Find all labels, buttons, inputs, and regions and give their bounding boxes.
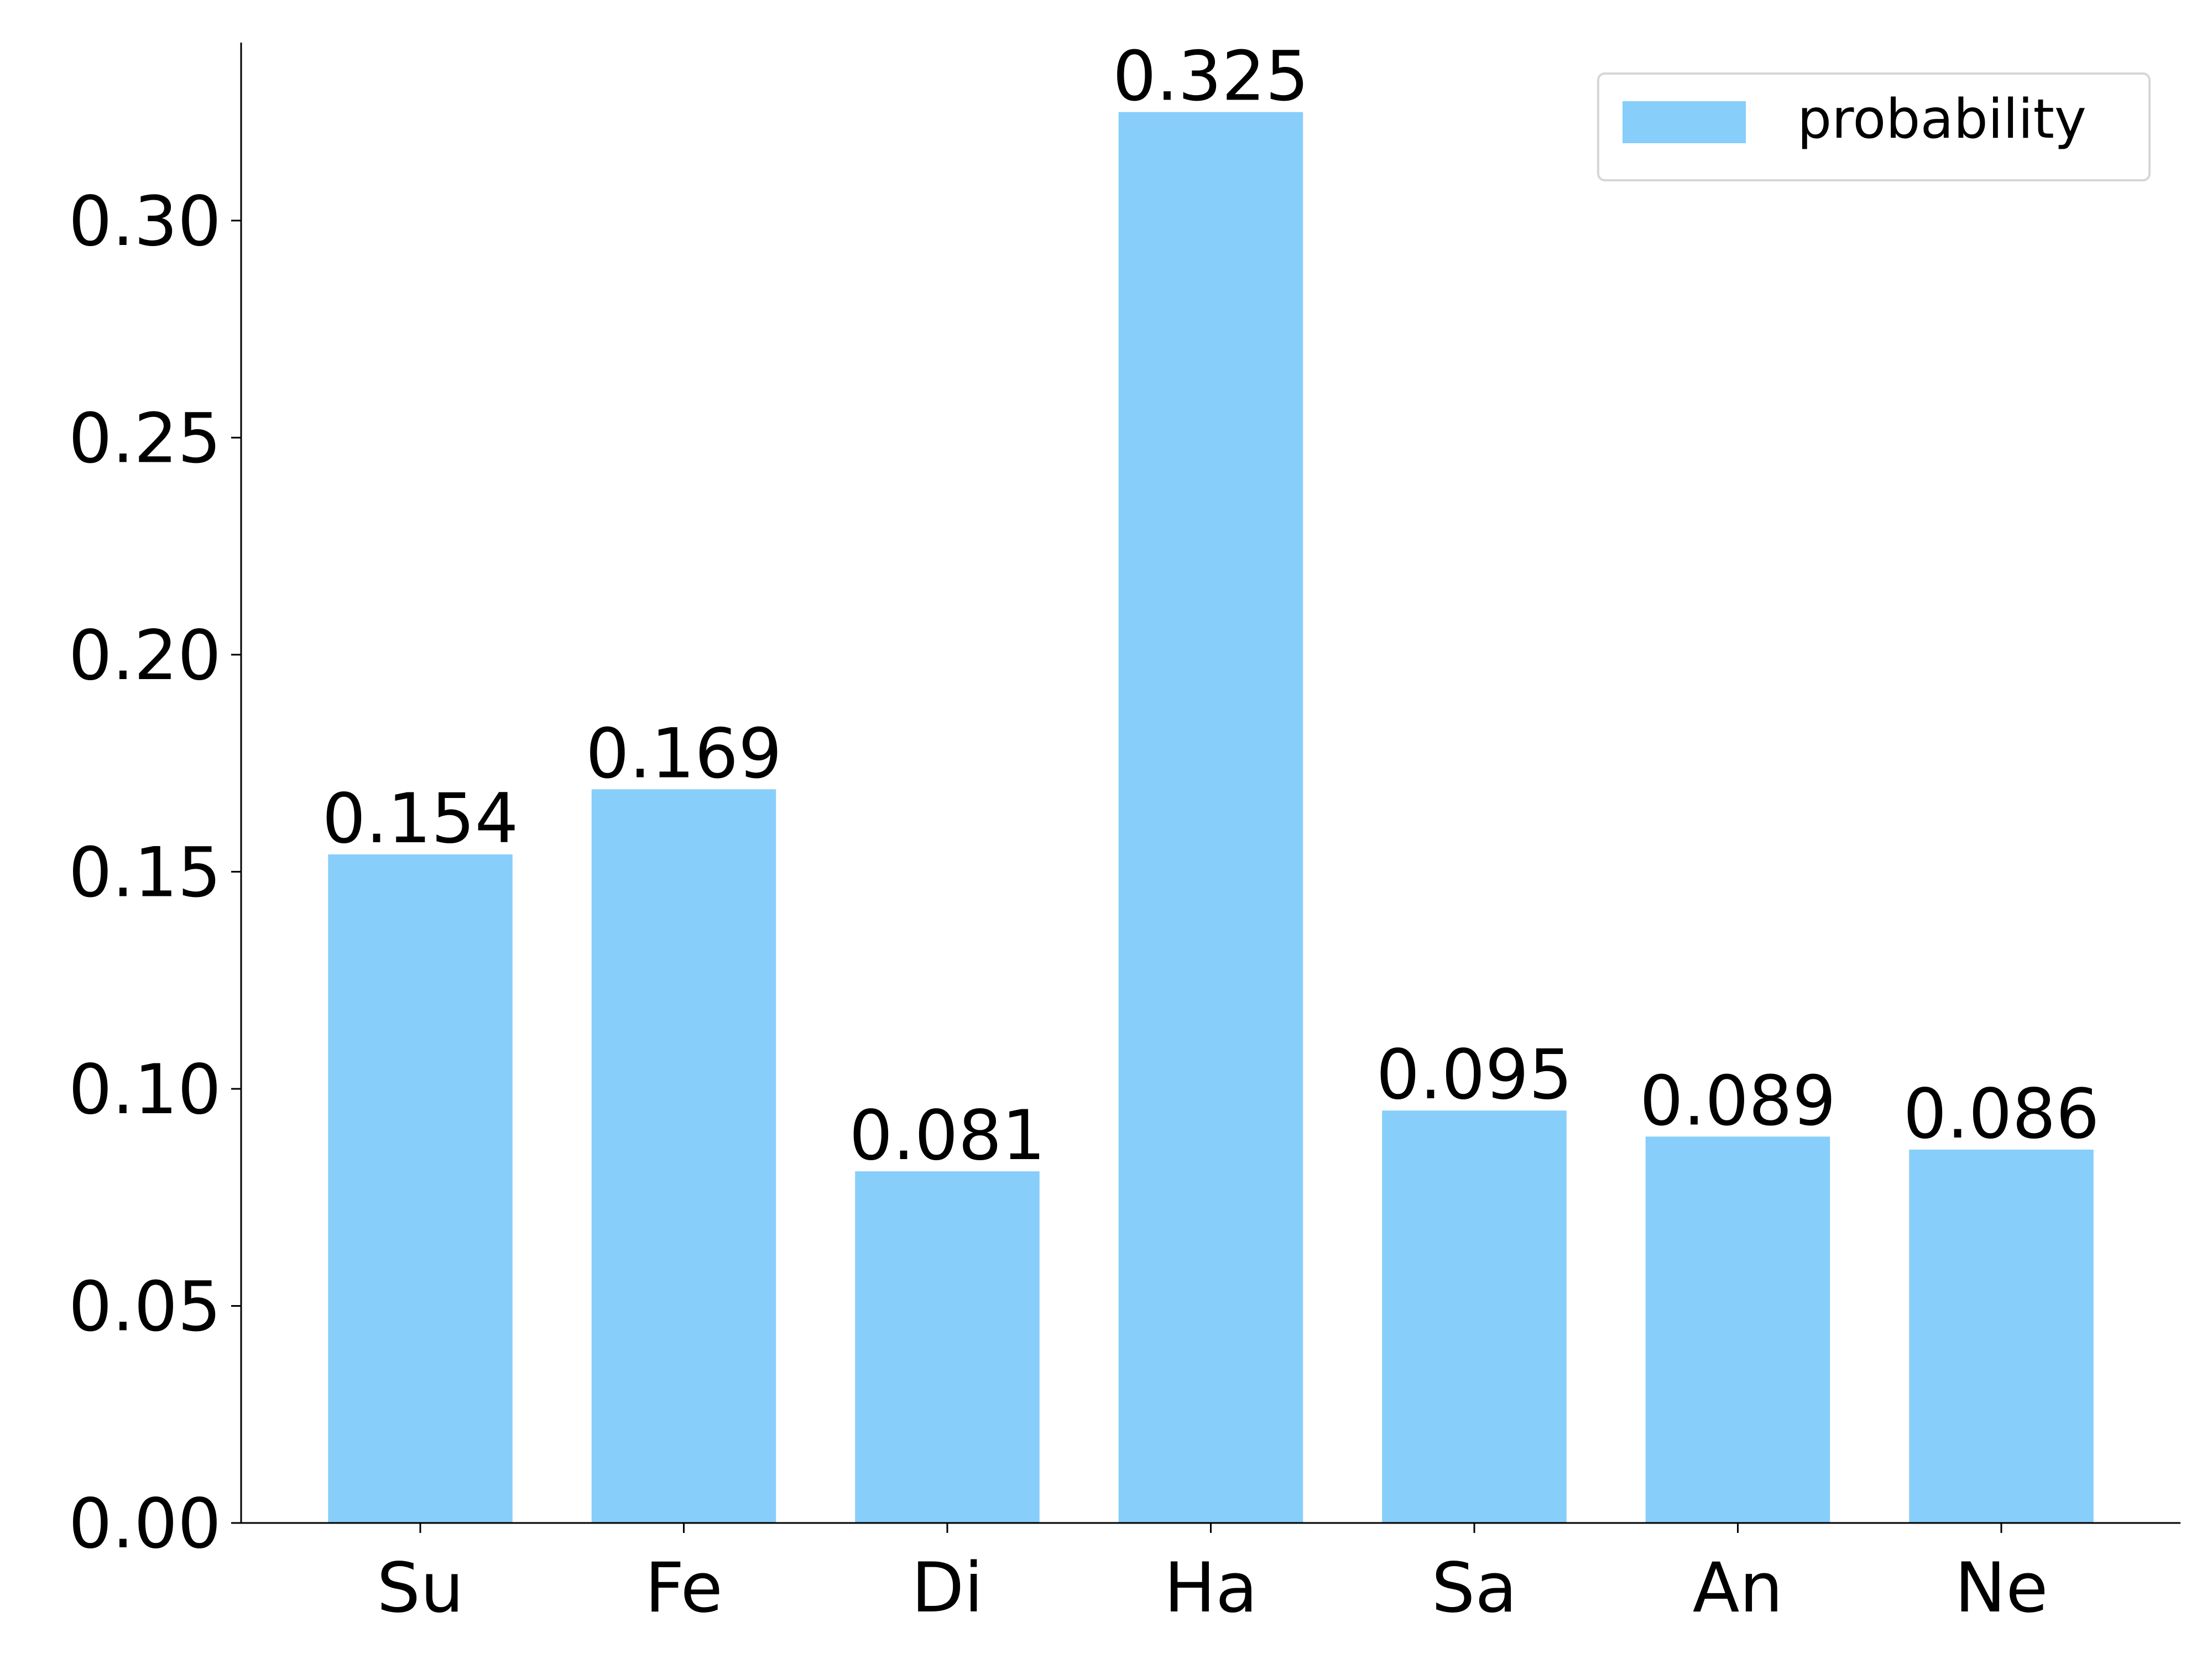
x-tick-label: Ne — [1954, 1548, 2048, 1628]
value-label: 0.089 — [1640, 1061, 1836, 1141]
x-tick-label: Sa — [1432, 1548, 1517, 1628]
bar — [855, 1171, 1040, 1523]
legend-label: probability — [1797, 88, 2086, 151]
bar — [591, 789, 776, 1523]
value-label: 0.086 — [1903, 1074, 2099, 1154]
bar — [1645, 1136, 1830, 1523]
value-label: 0.325 — [1113, 37, 1309, 117]
y-tick-label: 0.05 — [69, 1267, 221, 1347]
y-tick-label: 0.00 — [69, 1484, 221, 1564]
y-tick-label: 0.20 — [69, 616, 221, 696]
bar — [1909, 1149, 2094, 1523]
x-tick-label: Su — [377, 1548, 463, 1628]
y-tick-label: 0.25 — [69, 399, 221, 478]
bar — [1382, 1110, 1567, 1523]
value-label: 0.081 — [849, 1096, 1046, 1176]
x-tick-label: Di — [911, 1548, 983, 1628]
x-tick-label: Fe — [645, 1548, 723, 1628]
x-tick-label: Ha — [1164, 1548, 1258, 1628]
y-tick-label: 0.15 — [69, 833, 221, 912]
legend-box — [1597, 72, 2151, 181]
y-tick-label: 0.10 — [69, 1050, 221, 1130]
bar — [1118, 112, 1303, 1524]
legend-swatch — [1623, 101, 1746, 143]
bar — [328, 854, 513, 1523]
value-label: 0.095 — [1376, 1035, 1572, 1115]
y-tick-label: 0.30 — [69, 182, 221, 262]
x-tick-label: An — [1693, 1548, 1783, 1628]
value-label: 0.154 — [322, 779, 519, 859]
value-label: 0.169 — [586, 714, 782, 794]
